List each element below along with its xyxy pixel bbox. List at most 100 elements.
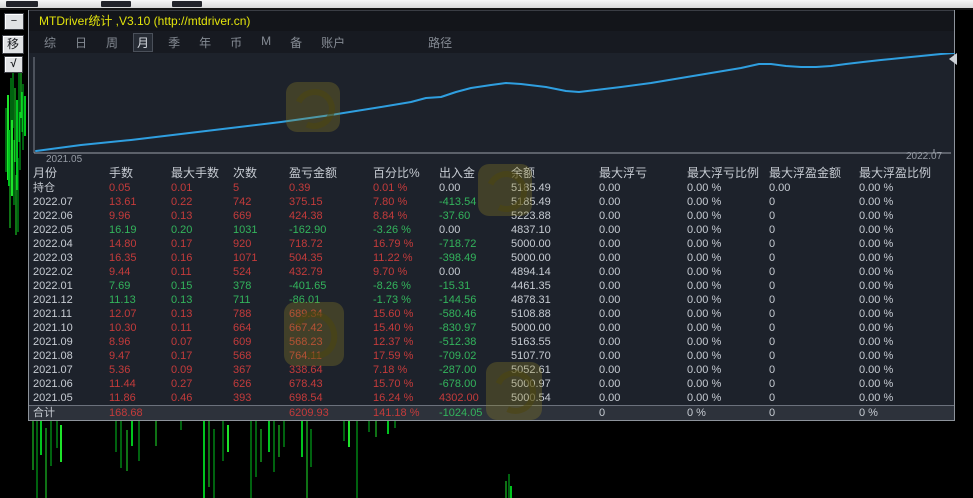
table-cell: 0.05 — [109, 182, 131, 194]
table-cell: 0.00 % — [859, 210, 894, 222]
table-cell: 9.70 % — [373, 266, 408, 278]
table-cell: 12.37 % — [373, 336, 414, 348]
panel-titlebar[interactable]: MTDriver统计 ,V3.10 (http://mtdriver.cn) — [29, 10, 954, 31]
table-cell: 5000.00 — [511, 322, 551, 334]
table-cell: 0 — [599, 407, 606, 419]
menu-item-月[interactable]: 月 — [133, 32, 154, 52]
table-cell: 711 — [233, 294, 251, 306]
table-cell: 141.18 % — [373, 407, 420, 419]
table-cell: 0.11 — [171, 266, 192, 278]
table-cell: -830.97 — [439, 322, 477, 334]
table-cell: 14.80 — [109, 238, 137, 250]
table-row[interactable]: 2021.09 8.96 0.07 609 568.23 12.37 % -512.38 51… — [29, 335, 954, 349]
table-row[interactable]: 持仓 0.05 0.01 5 0.39 0.01 % 0.00 5185.49 0.00 0.00… — [29, 181, 954, 195]
column-header: 余额 — [511, 166, 536, 180]
table-cell: 合计 — [33, 407, 55, 419]
table-cell: 0.11 — [171, 322, 192, 334]
table-cell — [171, 406, 233, 420]
menu-item-M[interactable]: M — [261, 33, 272, 48]
table-cell: 4894.14 — [511, 266, 551, 278]
table-cell: -86.01 — [289, 294, 321, 306]
table-cell: 2021.10 — [33, 322, 73, 334]
table-cell: 0.00 % — [687, 252, 722, 264]
table-row[interactable]: 2022.06 9.96 0.13 669 424.38 8.84 % -37.60 5223… — [29, 209, 954, 223]
minimize-button[interactable]: − — [4, 13, 24, 30]
table-cell: 12.07 — [109, 308, 137, 320]
table-cell: 15.60 % — [373, 308, 414, 320]
table-row[interactable]: 2021.07 5.36 0.09 367 338.64 7.18 % -287.00 505… — [29, 363, 954, 377]
monthly-stats-table: 月份 手数 最大手数 次数 盈亏金额 百分比% 出入金 余额 最大浮亏 最大浮亏比例 最大浮盈金额 最… — [29, 166, 954, 420]
table-cell: 0.00 % — [687, 224, 722, 236]
table-row[interactable]: 2021.11 12.07 0.13 788 689.34 15.60 % -580.46 5… — [29, 307, 954, 321]
table-cell: 15.40 % — [373, 322, 414, 334]
table-row[interactable]: 2022.03 16.35 0.16 1071 504.35 11.22 % -398.49… — [29, 251, 954, 265]
menu-item-季[interactable]: 季 — [168, 35, 181, 50]
menu-item-日[interactable]: 日 — [75, 35, 88, 50]
table-row[interactable]: 2022.02 9.44 0.11 524 432.79 9.70 % 0.00 4894.1… — [29, 265, 954, 279]
table-cell: 718.72 — [289, 238, 323, 250]
table-cell: 424.38 — [289, 210, 323, 222]
table-cell: 2021.05 — [33, 392, 73, 404]
table-cell: 0.00 % — [859, 308, 894, 320]
table-cell: 0.22 — [171, 196, 193, 208]
column-header: 月份 — [33, 166, 58, 180]
table-cell: 0.00 — [599, 224, 621, 236]
background-toolbar-sliver — [0, 0, 973, 10]
table-cell: 669 — [233, 210, 252, 222]
table-cell: 764.11 — [289, 350, 322, 362]
table-total-row[interactable]: 合计 168.68 6209.93 141.18 % -1024.05 0 0 % 0 0 % — [29, 405, 954, 420]
table-cell: 6209.93 — [289, 407, 329, 419]
table-cell: -709.02 — [439, 350, 477, 362]
table-cell: 0.00 — [599, 392, 621, 404]
menu-item-path[interactable]: 路径 — [428, 35, 453, 50]
menu-item-周[interactable]: 周 — [106, 35, 119, 50]
column-header: 百分比% — [373, 166, 420, 180]
table-cell: 0 — [769, 407, 776, 419]
table-cell: 0.00 % — [687, 350, 722, 362]
menu-item-备[interactable]: 备 — [290, 35, 303, 50]
table-cell: 2021.12 — [33, 294, 73, 306]
table-cell: 2022.03 — [33, 252, 73, 264]
table-cell: 0.01 — [171, 182, 193, 194]
menu-item-币[interactable]: 币 — [230, 35, 243, 50]
menu-item-账户[interactable]: 账户 — [321, 35, 346, 50]
table-cell: 2021.06 — [33, 378, 73, 390]
table-cell: 338.64 — [289, 364, 323, 376]
table-row[interactable]: 2022.05 16.19 0.20 1031 -162.90 -3.26 % 0.00 48… — [29, 223, 954, 237]
table-cell: 609 — [233, 336, 252, 348]
table-cell: 0.17 — [171, 350, 193, 362]
table-cell: 11.86 — [109, 392, 136, 404]
table-cell: 0 % — [687, 407, 706, 419]
table-cell: 689.34 — [289, 308, 323, 320]
table-row[interactable]: 2021.12 11.13 0.13 711 -86.01 -1.73 % -144.56 4… — [29, 293, 954, 307]
table-cell: 0.00 — [599, 322, 621, 334]
table-cell: 11.22 % — [373, 252, 413, 264]
check-button[interactable]: √ — [4, 56, 23, 73]
menu-bar: 综 日 周月季 年 币 M 备 账户 路径 — [29, 31, 954, 53]
table-cell: 0 — [769, 196, 776, 208]
table-row[interactable]: 2021.05 11.86 0.46 393 698.54 16.24 % 4302.00 5… — [29, 391, 954, 405]
table-row[interactable]: 2021.06 11.44 0.27 626 678.43 15.70 % -678.00 5… — [29, 377, 954, 391]
table-cell: 0.00 % — [859, 322, 894, 334]
table-cell: 0.00 % — [859, 378, 894, 390]
table-cell: 0.00 % — [687, 280, 722, 292]
table-cell: 7.80 % — [373, 196, 408, 208]
table-row[interactable]: 2022.07 13.61 0.22 742 375.15 7.80 % -413.54 51… — [29, 195, 954, 209]
table-row[interactable]: 2022.01 7.69 0.15 378 -401.65 -8.26 % -15.31 44… — [29, 279, 954, 293]
menu-item-综[interactable]: 综 — [44, 35, 57, 50]
menu-item-年[interactable]: 年 — [199, 35, 212, 50]
table-cell: 0.00 % — [687, 308, 722, 320]
table-cell: -398.49 — [439, 252, 477, 264]
table-cell: 5000.54 — [511, 392, 551, 404]
toolbar-fragment — [101, 1, 131, 7]
toolbar-fragment — [6, 1, 38, 7]
table-cell: 5052.61 — [511, 364, 551, 376]
table-cell: 568 — [233, 350, 252, 362]
table-cell: 0.01 % — [373, 182, 408, 194]
table-row[interactable]: 2022.04 14.80 0.17 920 718.72 16.79 % -718.72 5… — [29, 237, 954, 251]
table-cell: -678.00 — [439, 378, 477, 390]
table-row[interactable]: 2021.08 9.47 0.17 568 764.11 17.59 % -709.02 51… — [29, 349, 954, 363]
table-cell: 0.00 — [439, 224, 461, 236]
move-button[interactable]: 移 — [2, 35, 24, 54]
table-row[interactable]: 2021.10 10.30 0.11 664 667.42 15.40 % -830.97 5… — [29, 321, 954, 335]
